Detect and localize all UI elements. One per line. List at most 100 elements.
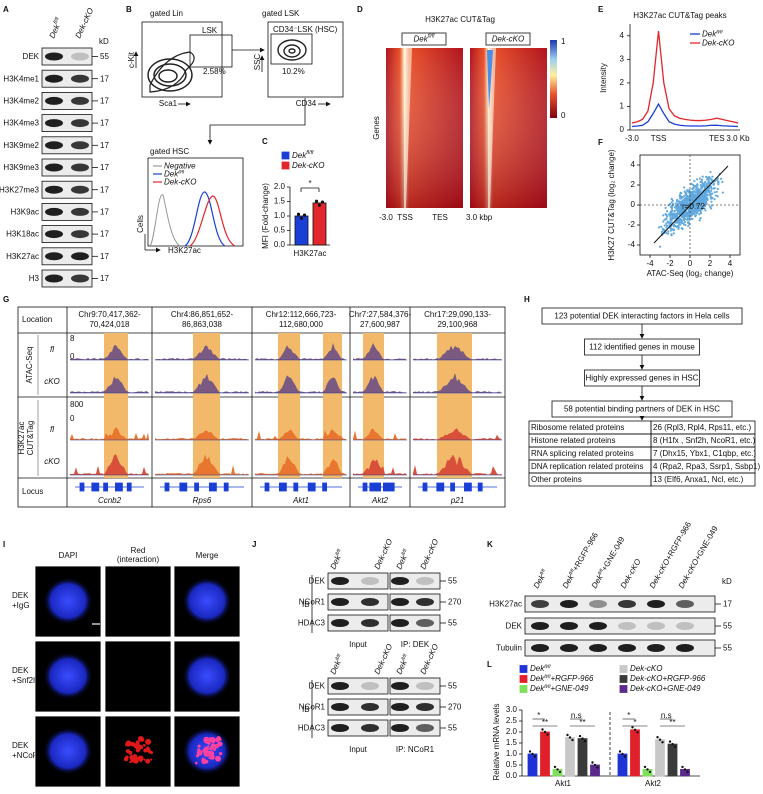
scatter-point (715, 178, 719, 182)
dot (661, 741, 664, 744)
scatter-point (688, 212, 691, 215)
label: CUT&Tag (26, 421, 35, 456)
red-signal (218, 751, 223, 756)
legend-swatch (619, 675, 628, 683)
label: IB (302, 705, 310, 714)
label: gated LSK (262, 9, 300, 18)
blot-band (391, 682, 409, 690)
blot-band (45, 96, 63, 105)
red-signal (145, 758, 151, 764)
label: 0 (631, 200, 636, 209)
scatter-point (690, 217, 693, 220)
blot-band (71, 252, 89, 261)
label-part: Dek-cKO (630, 684, 662, 693)
blot-band (647, 644, 665, 652)
label-sup: fl/fl (544, 684, 551, 690)
blot-band (560, 600, 578, 608)
label: Chr12:112,666,723- (266, 310, 337, 319)
dot (681, 765, 684, 769)
label: 4 (631, 160, 636, 169)
label: Dek-cKO (292, 161, 324, 170)
label-part: Dek-cKO (292, 161, 324, 170)
scatter-point (657, 226, 661, 229)
profile-line (631, 31, 739, 124)
scatter-point (683, 217, 687, 221)
blot-band (531, 600, 549, 608)
panel-label: C (262, 137, 268, 146)
label: r=0.72 (682, 202, 705, 211)
scatter-point (685, 215, 689, 218)
label: Intensity (599, 63, 608, 93)
row-label: H3K18ac (6, 230, 39, 239)
label-sup: fl/fl (597, 567, 605, 575)
row-label: H3K9me3 (3, 163, 39, 172)
red-signal (129, 761, 132, 764)
blot-band (45, 119, 63, 128)
lane-label: Dek-cKO (373, 538, 395, 571)
label: +IgG (12, 601, 30, 610)
scatter-point (712, 187, 715, 190)
scatter-point (679, 210, 682, 213)
label-part: Dek (414, 35, 429, 44)
label: H3K27ac (489, 600, 522, 609)
label: 0 (620, 125, 625, 134)
scatter-point (671, 205, 674, 209)
blot-band (391, 703, 409, 711)
label: 27,600,987 (360, 320, 401, 329)
label: Chr4:86,851,652- (171, 310, 234, 319)
label: (interaction) (117, 555, 160, 564)
dot (668, 740, 672, 743)
label: Ribosome related proteins (531, 423, 624, 432)
row-label: H3K4me2 (3, 97, 39, 106)
blot-band (391, 724, 409, 732)
red-signal (207, 741, 211, 745)
dot (658, 738, 662, 741)
scatter-point (692, 205, 695, 208)
label-part: Dek (292, 151, 307, 160)
label: Tubulin (496, 644, 522, 653)
exon (79, 482, 85, 492)
label: Other proteins (531, 475, 582, 484)
red-signal (196, 749, 203, 756)
label: Dekfl/fl+RGFP-966 (530, 674, 594, 683)
scatter-point (721, 191, 724, 194)
label: DEK (12, 591, 29, 600)
bar (312, 202, 327, 246)
blot (327, 698, 389, 716)
blot-band (331, 598, 349, 606)
scatter-point (680, 207, 683, 210)
blot-band (618, 622, 636, 630)
scatter-point (699, 207, 702, 210)
label: H3K27ac (17, 422, 26, 455)
label: Akt2 (371, 496, 389, 505)
scatter-point (687, 209, 690, 212)
scatter-point (680, 209, 683, 212)
scatter-point (668, 222, 671, 225)
blot-band (331, 703, 349, 711)
label: 0 (70, 414, 75, 423)
scatter-point (660, 225, 663, 228)
bar (630, 729, 640, 777)
nucleus (182, 577, 232, 625)
panel-label: G (3, 295, 9, 304)
label: Dekfl/fl (530, 664, 551, 673)
label-part: +GNE-049 (550, 684, 589, 693)
label: 3.0 (506, 705, 518, 714)
blot-band (416, 703, 434, 711)
panel-label: J (252, 540, 256, 549)
label: n.s (571, 711, 582, 720)
exon (91, 482, 100, 492)
scatter-point (713, 191, 716, 194)
scatter-point (717, 183, 720, 186)
blot-band (391, 577, 409, 585)
blot-band (361, 619, 379, 627)
label: -2 (666, 259, 674, 268)
label: DEK (309, 682, 326, 691)
legend-swatch (519, 685, 528, 693)
lane-label: Dekfl/fl (328, 547, 345, 570)
label-part: Dek-cKO (677, 557, 701, 590)
blot-band (676, 622, 694, 630)
exon (208, 482, 217, 492)
scatter-point (666, 220, 670, 223)
